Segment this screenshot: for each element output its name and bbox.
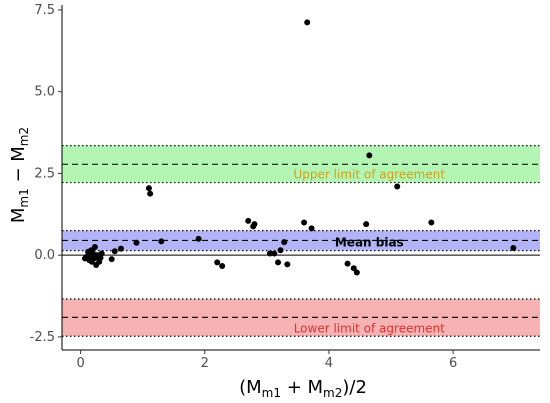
data-point-44 xyxy=(428,219,435,226)
data-point-16 xyxy=(108,256,115,263)
data-point-31 xyxy=(275,259,282,266)
axes: -2.5 0.0 2.5 5.0 7.5 0 2 4 6 xyxy=(30,3,540,371)
data-point-34 xyxy=(284,261,291,268)
data-point-19 xyxy=(133,239,140,246)
band-labels: Upper limit of agreement Mean bias Lower l… xyxy=(294,168,446,336)
data-point-40 xyxy=(353,269,360,276)
data-point-29 xyxy=(266,250,273,257)
data-point-28 xyxy=(251,221,258,228)
data-point-18 xyxy=(117,245,124,252)
data-point-9 xyxy=(91,243,98,250)
data-point-20 xyxy=(145,185,152,192)
data-point-30 xyxy=(271,250,278,257)
y-tick-label-2: 2.5 xyxy=(34,166,55,181)
data-point-41 xyxy=(363,221,370,228)
x-axis-title: (Mm1 + Mm2)/2 xyxy=(239,377,367,400)
x-tick-label-3: 6 xyxy=(449,356,457,371)
x-tick-label-0: 0 xyxy=(76,356,84,371)
data-point-25 xyxy=(219,262,226,269)
upper-band xyxy=(62,145,540,183)
x-tick-label-2: 4 xyxy=(325,356,333,371)
data-point-26 xyxy=(245,217,252,224)
data-point-43 xyxy=(394,183,401,190)
y-tick-label-0: -2.5 xyxy=(30,330,55,345)
agreement-bands xyxy=(62,145,540,337)
data-point-33 xyxy=(281,239,288,246)
data-point-22 xyxy=(158,238,165,245)
y-tick-label-3: 5.0 xyxy=(34,85,55,100)
data-point-45 xyxy=(510,244,517,251)
data-point-21 xyxy=(147,190,154,197)
data-point-24 xyxy=(214,259,221,266)
upper-label: Upper limit of agreement xyxy=(294,168,446,182)
y-axis-title: Mm1 − Mm2 xyxy=(8,127,31,223)
data-point-15 xyxy=(98,250,105,257)
data-point-35 xyxy=(301,219,308,226)
reference-lines xyxy=(62,145,540,337)
lower-label: Lower limit of agreement xyxy=(294,321,445,335)
y-tick-label-1: 0.0 xyxy=(34,248,55,263)
data-point-42 xyxy=(366,152,373,159)
data-point-17 xyxy=(111,248,118,255)
y-tick-label-4: 7.5 xyxy=(34,3,55,18)
mean-band xyxy=(62,230,540,251)
data-point-38 xyxy=(344,260,351,267)
data-point-23 xyxy=(195,235,202,242)
data-point-37 xyxy=(308,225,315,232)
mean-label: Mean bias xyxy=(335,236,404,250)
data-point-39 xyxy=(350,265,357,272)
data-point-32 xyxy=(277,247,284,254)
data-points xyxy=(81,19,517,276)
lower-band xyxy=(62,298,540,337)
x-tick-label-1: 2 xyxy=(201,356,209,371)
data-point-36 xyxy=(304,19,311,26)
